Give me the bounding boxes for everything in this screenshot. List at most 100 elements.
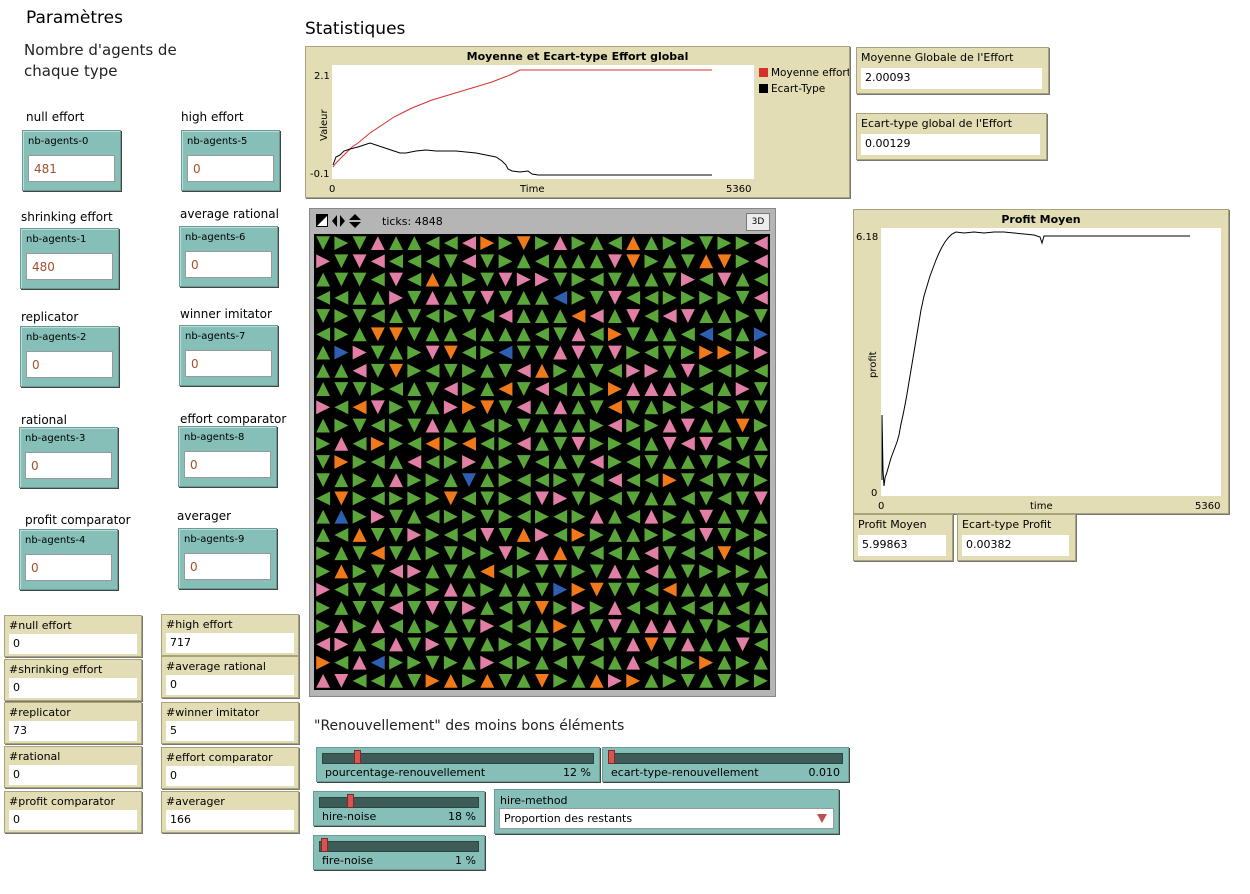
input-nb-agents-2[interactable]: nb-agents-2 0 <box>20 326 119 387</box>
input-nb-agents-7[interactable]: nb-agents-7 0 <box>179 325 278 386</box>
input-value[interactable]: 0 <box>187 155 274 182</box>
agent-turtle <box>717 473 732 488</box>
agent-turtle <box>443 509 458 524</box>
input-value[interactable]: 480 <box>26 253 113 280</box>
arrow-up-icon[interactable] <box>349 214 361 220</box>
agent-turtle <box>352 382 367 396</box>
input-nb-agents-9[interactable]: nb-agents-9 0 <box>178 528 277 589</box>
agent-turtle <box>407 491 422 506</box>
input-value[interactable]: 0 <box>185 251 272 278</box>
agent-turtle <box>480 418 495 433</box>
agent-turtle <box>498 509 513 524</box>
agent-turtle <box>316 327 331 342</box>
slider-track[interactable] <box>319 797 479 808</box>
agent-turtle <box>462 600 476 615</box>
agent-turtle <box>699 290 714 305</box>
agent-turtle <box>462 528 476 542</box>
agent-turtle <box>480 546 495 561</box>
slider-knob[interactable] <box>320 838 328 852</box>
agent-turtle <box>589 637 604 652</box>
agent-turtle <box>498 473 513 488</box>
renouvellement-title: "Renouvellement" des moins bons éléments <box>314 718 625 734</box>
agent-turtle <box>498 290 513 305</box>
agent-turtle <box>443 564 458 579</box>
agent-turtle <box>662 619 677 634</box>
x-min-label: 0 <box>329 184 335 195</box>
slider-fire-noise[interactable]: fire-noise 1 % <box>313 835 485 870</box>
arrow-right-icon[interactable] <box>340 215 345 227</box>
input-value[interactable]: 0 <box>184 553 271 580</box>
slider-knob[interactable] <box>346 794 354 808</box>
slider-ecart-type-renouvellement[interactable]: ecart-type-renouvellement 0.010 <box>602 747 849 782</box>
input-value[interactable]: 0 <box>25 452 112 479</box>
agent-turtle <box>407 400 422 415</box>
agent-turtle <box>608 673 622 688</box>
agent-turtle <box>589 309 604 324</box>
agent-turtle <box>498 619 513 634</box>
agent-turtle <box>389 546 404 561</box>
agent-turtle <box>608 382 622 396</box>
input-nb-agents-6[interactable]: nb-agents-6 0 <box>179 226 278 287</box>
agent-turtle <box>662 436 677 451</box>
agent-turtle <box>443 546 458 561</box>
agent-turtle <box>644 473 659 488</box>
agent-turtle <box>735 345 750 360</box>
slider-pourcentage-renouvellement[interactable]: pourcentage-renouvellement 12 % <box>316 747 600 782</box>
agent-turtle <box>753 400 768 415</box>
chooser-select[interactable]: Proportion des restants <box>499 808 834 829</box>
input-value[interactable]: 0 <box>26 351 113 378</box>
input-nb-agents-4[interactable]: nb-agents-4 0 <box>19 529 118 590</box>
agent-turtle <box>735 254 750 269</box>
input-value[interactable]: 481 <box>28 155 115 182</box>
arrow-left-icon[interactable] <box>332 215 337 227</box>
input-nb-agents-1[interactable]: nb-agents-1 480 <box>20 228 119 289</box>
agent-turtle <box>389 619 404 634</box>
agent-turtle <box>443 637 458 652</box>
input-value[interactable]: 0 <box>184 451 271 478</box>
agent-turtle <box>370 546 385 561</box>
agent-turtle <box>735 290 750 305</box>
slider-hire-noise[interactable]: hire-noise 18 % <box>313 791 485 826</box>
input-nb-agents-8[interactable]: nb-agents-8 0 <box>178 426 277 487</box>
input-nb-agents-3[interactable]: nb-agents-3 0 <box>19 427 118 488</box>
agent-turtle <box>370 436 385 451</box>
dropdown-arrow-icon[interactable] <box>817 814 827 823</box>
agent-turtle <box>462 509 476 524</box>
agent-turtle <box>535 418 549 433</box>
slider-track[interactable] <box>608 753 843 764</box>
agent-turtle <box>498 418 513 433</box>
agent-turtle <box>535 655 549 670</box>
arrow-down-icon[interactable] <box>349 222 361 228</box>
slider-knob[interactable] <box>608 750 615 764</box>
plot-area <box>881 228 1221 496</box>
agent-turtle <box>334 254 349 269</box>
input-value[interactable]: 0 <box>25 554 112 581</box>
agent-turtle <box>717 236 732 251</box>
slider-knob[interactable] <box>353 750 361 764</box>
chooser-hire-method[interactable]: hire-method Proportion des restants <box>494 789 839 834</box>
view-control-icons[interactable] <box>315 212 375 232</box>
input-nb-agents-0[interactable]: nb-agents-0 481 <box>22 130 121 191</box>
agent-turtle <box>334 491 349 506</box>
agent-turtle <box>334 600 349 615</box>
agent-turtle <box>717 673 732 688</box>
slider-track[interactable] <box>319 841 479 852</box>
agent-turtle <box>626 418 641 433</box>
agent-turtle <box>389 455 404 469</box>
agent-turtle <box>535 382 549 396</box>
input-value[interactable]: 0 <box>185 350 272 377</box>
slider-label: pourcentage-renouvellement <box>325 766 486 779</box>
agent-turtle <box>370 473 385 488</box>
agent-turtle <box>662 546 677 561</box>
agent-turtle <box>334 418 349 433</box>
profit-plot: Profit Moyen 6.18 0 0 5360 time profit <box>853 209 1229 514</box>
input-nb-agents-5[interactable]: nb-agents-5 0 <box>181 130 280 191</box>
agent-turtle <box>717 363 732 378</box>
profit-plot-canvas: 6.18 0 0 5360 time profit <box>856 228 1221 512</box>
world-grid[interactable] <box>314 234 770 690</box>
agent-turtle <box>571 290 586 305</box>
world-view[interactable]: ticks: 4848 3D <box>309 208 776 697</box>
3d-button[interactable]: 3D <box>746 213 770 231</box>
slider-label: hire-noise <box>322 810 377 823</box>
slider-track[interactable] <box>322 753 594 764</box>
